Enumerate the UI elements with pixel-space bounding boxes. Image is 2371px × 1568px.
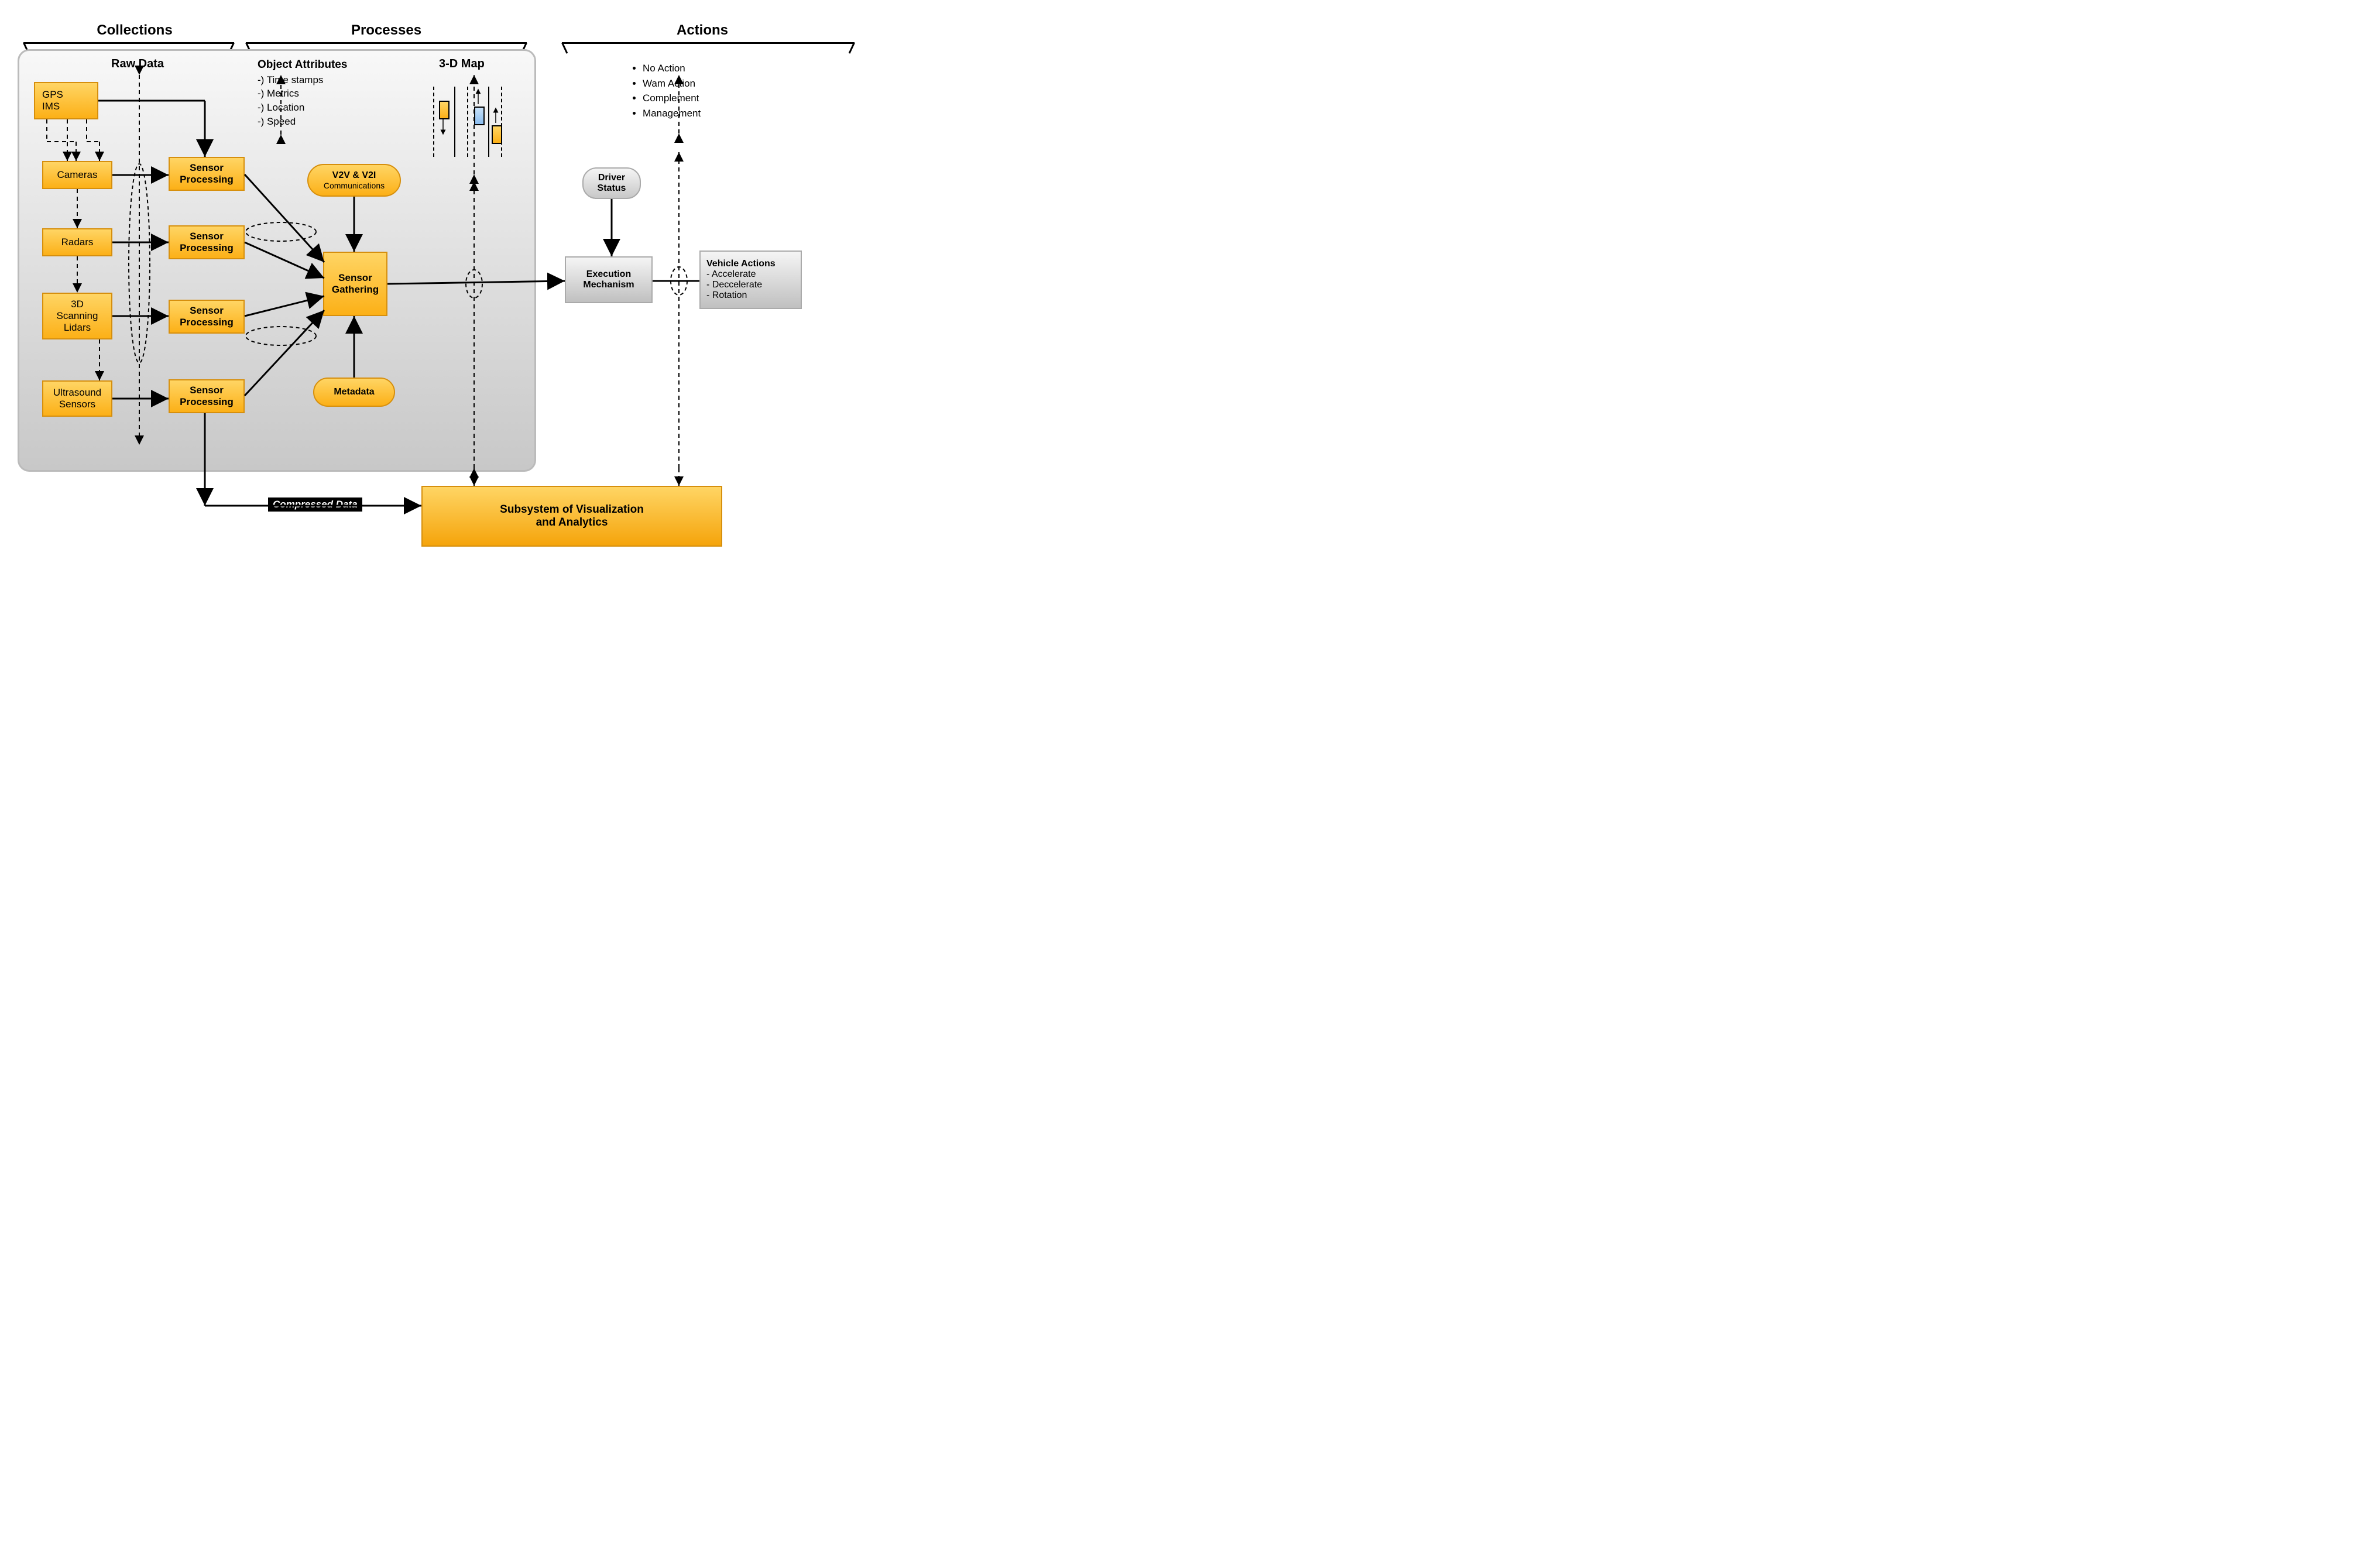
node-radars: Radars: [42, 228, 112, 256]
map-3d: [433, 87, 515, 163]
object-attributes: Object Attributes -) Time stamps -) Metr…: [258, 57, 347, 129]
diagram-canvas: Collections Processes Actions Raw Data 3…: [12, 12, 866, 585]
subheader-3d-map: 3-D Map: [439, 57, 485, 71]
attr-item: -) Time stamps: [258, 73, 347, 87]
vehact-item: - Accelerate: [706, 269, 756, 280]
action-bullets: No Action Wam Action Complement Manageme…: [632, 59, 701, 121]
node-cameras: Cameras: [42, 161, 112, 189]
action-item: Management: [643, 106, 701, 121]
node-metadata: Metadata: [313, 378, 395, 407]
node-sensor-gathering: Sensor Gathering: [323, 252, 387, 316]
bracket-actions: [562, 42, 855, 54]
node-v2v-v2i: V2V & V2I Communications: [307, 164, 401, 197]
attr-item: -) Metrics: [258, 87, 347, 101]
vehact-item: - Deccelerate: [706, 280, 762, 290]
node-sensor-processing-1: Sensor Processing: [169, 157, 245, 191]
node-execution-mechanism: Execution Mechanism: [565, 256, 653, 303]
attr-item: -) Speed: [258, 115, 347, 129]
node-driver-status: Driver Status: [582, 167, 641, 199]
action-item: Complement: [643, 91, 701, 106]
node-ultrasound: Ultrasound Sensors: [42, 380, 112, 417]
node-vehicle-actions: Vehicle Actions - Accelerate - Deccelera…: [699, 251, 802, 309]
node-gps-ims: GPS IMS: [34, 82, 98, 119]
subheader-raw-data: Raw Data: [111, 57, 164, 71]
action-item: No Action: [643, 61, 701, 76]
section-processes-title: Processes: [334, 22, 439, 39]
node-sensor-processing-2: Sensor Processing: [169, 225, 245, 259]
node-sensor-processing-4: Sensor Processing: [169, 379, 245, 413]
object-attributes-title: Object Attributes: [258, 57, 347, 73]
vehact-item: - Rotation: [706, 290, 747, 301]
node-lidars: 3D Scanning Lidars: [42, 293, 112, 339]
compressed-data-label: Compressed Data: [268, 497, 362, 512]
section-collections-title: Collections: [82, 22, 187, 39]
attr-item: -) Location: [258, 101, 347, 115]
section-actions-title: Actions: [650, 22, 755, 39]
node-sensor-processing-3: Sensor Processing: [169, 300, 245, 334]
node-visualization-subsystem: Subsystem of Visualization and Analytics: [421, 486, 722, 547]
action-item: Wam Action: [643, 76, 701, 91]
